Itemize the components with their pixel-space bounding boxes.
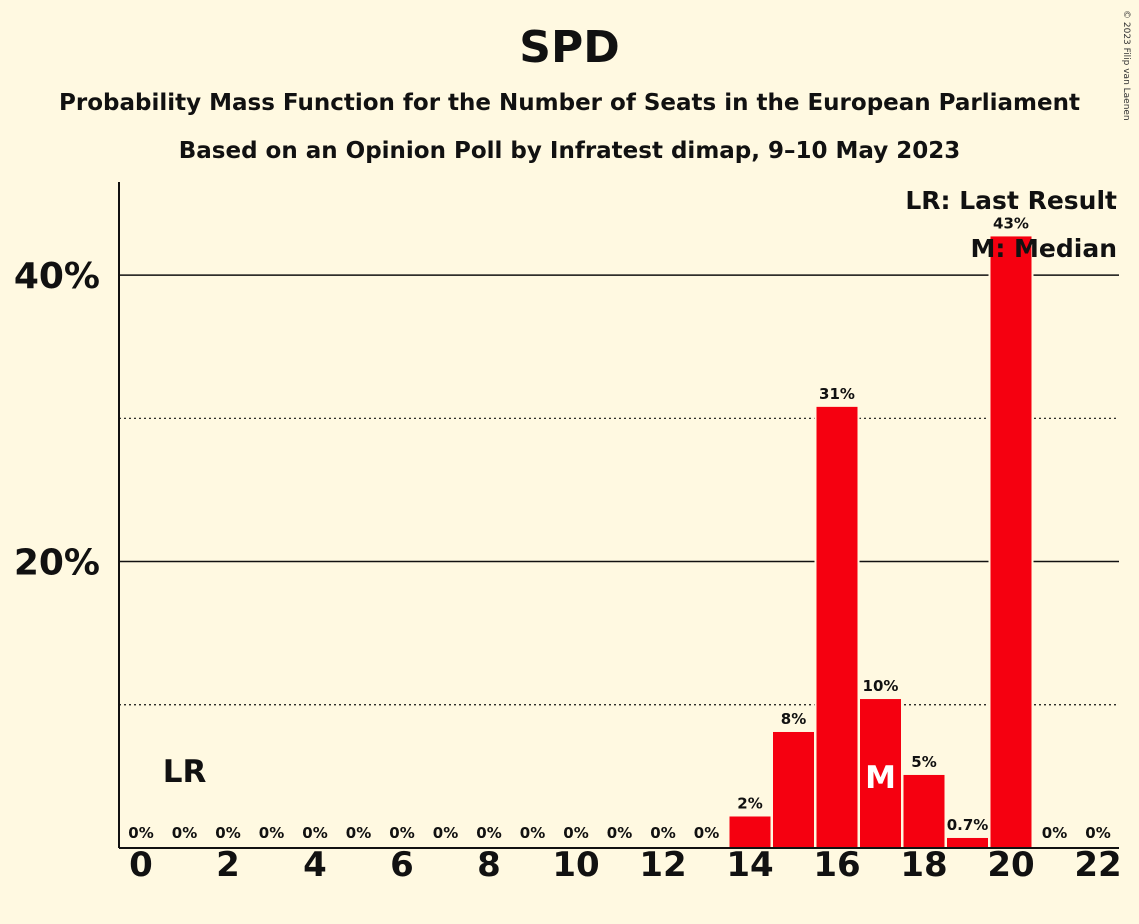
x-tick-label: 4	[303, 845, 327, 885]
bar-seats-16	[816, 406, 858, 848]
bar-value-label: 8%	[781, 710, 806, 728]
bar-value-label: 0.7%	[947, 816, 989, 834]
y-tick-label: 20%	[14, 543, 100, 584]
bar-seats-19	[947, 837, 988, 848]
bar-value-label: 0%	[563, 824, 588, 842]
bar-value-label: 0%	[476, 824, 501, 842]
bar-value-label: 10%	[863, 677, 899, 695]
chart-subtitle: Probability Mass Function for the Number…	[59, 90, 1080, 116]
bar-value-label: 0%	[389, 824, 414, 842]
chart-source-line: Based on an Opinion Poll by Infratest di…	[178, 138, 961, 164]
bar-value-label: 0%	[650, 824, 675, 842]
bar-seats-14	[729, 816, 771, 848]
bar-value-label: 0%	[607, 824, 632, 842]
chart-title: SPD	[519, 22, 620, 73]
last-result-marker: LR	[163, 754, 207, 790]
x-tick-label: 18	[900, 845, 947, 885]
x-tick-label: 0	[129, 845, 153, 885]
bar-seats-18	[903, 774, 945, 848]
x-tick-label: 2	[216, 845, 240, 885]
bar-value-label: 31%	[819, 385, 855, 403]
bar-value-label: 0%	[1042, 824, 1067, 842]
x-tick-label: 6	[390, 845, 414, 885]
median-marker: M	[865, 760, 896, 796]
x-tick-label: 8	[477, 845, 501, 885]
bar-value-label: 43%	[993, 214, 1029, 232]
bar-value-label: 0%	[694, 824, 719, 842]
x-tick-label: 12	[639, 845, 686, 885]
bar-value-label: 2%	[737, 794, 762, 812]
bar-value-label: 0%	[1085, 824, 1110, 842]
x-tick-label: 14	[726, 845, 773, 885]
x-tick-label: 16	[813, 845, 860, 885]
bar-value-label: 0%	[433, 824, 458, 842]
y-tick-label: 40%	[14, 256, 100, 297]
legend-median: M: Median	[970, 234, 1117, 263]
legend-last-result: LR: Last Result	[905, 186, 1117, 215]
bar-value-label: 5%	[911, 753, 936, 771]
x-tick-label: 10	[552, 845, 599, 885]
bar-value-label: 0%	[172, 824, 197, 842]
bar-value-label: 0%	[215, 824, 240, 842]
bar-value-label: 0%	[302, 824, 327, 842]
bar-seats-20	[990, 236, 1032, 849]
bar-seats-17	[860, 699, 901, 848]
bar-value-label: 0%	[346, 824, 371, 842]
bar-seats-15	[773, 731, 814, 848]
bar-value-label: 0%	[259, 824, 284, 842]
bar-value-label: 0%	[520, 824, 545, 842]
x-tick-label: 22	[1074, 845, 1121, 885]
x-tick-label: 20	[987, 845, 1034, 885]
bar-value-label: 0%	[128, 824, 153, 842]
